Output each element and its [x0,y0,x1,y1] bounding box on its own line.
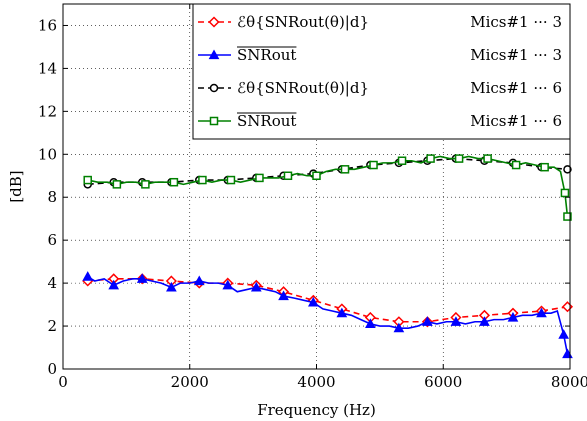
x-tick-label: 8000 [551,373,587,391]
x-tick-label: 0 [58,373,68,391]
data-point [193,275,205,286]
x-tick-label: 4000 [297,373,335,391]
data-point [563,212,572,221]
y-axis-label: [dB] [7,170,25,202]
data-point [83,175,92,185]
data-point [393,322,405,333]
data-point [560,188,570,198]
data-point [536,307,547,318]
data-point [483,154,492,163]
series-layer [82,154,574,359]
legend-mics: Mics#1 ··· 3 [470,46,562,64]
data-point [312,171,321,181]
x-axis-label: Frequency (Hz) [257,401,376,419]
legend-box [192,3,571,140]
legend-mics: Mics#1 ··· 6 [470,79,562,97]
legend-swatch-marker [208,16,220,28]
data-point [369,160,378,170]
data-point [450,316,462,326]
y-tick-label: 10 [38,145,57,163]
data-point [278,290,289,301]
legend-mics: Mics#1 ··· 6 [470,112,562,130]
data-point [255,173,264,183]
data-point [283,171,293,181]
data-point [222,279,234,290]
data-point [141,180,150,189]
y-tick-label: 16 [38,16,57,34]
y-tick-label: 14 [38,59,57,77]
legend: ℰθ{SNRout(θ)|d} Mics#1 ··· 3 SNRout Mics#1 … [192,3,571,140]
data-point [397,156,407,165]
y-tick-label: 8 [47,188,57,206]
y-tick-label: 4 [47,274,57,292]
data-point [336,307,348,318]
data-point [454,154,464,163]
data-point [169,177,179,187]
data-point [563,165,572,174]
data-point [511,160,521,170]
data-point [112,180,122,189]
legend-swatch-marker [208,49,220,60]
y-tick-label: 12 [38,102,57,120]
legend-swatch-marker [209,116,219,126]
data-point [507,311,519,322]
legend-label: SNRout [237,112,296,130]
x-tick-label: 2000 [171,373,209,391]
data-point [340,165,350,174]
legend-mics: Mics#1 ··· 3 [470,13,562,31]
y-tick-label: 6 [47,231,57,249]
data-point [426,154,435,163]
data-point [82,271,94,281]
data-point [108,279,120,290]
legend-label: SNRout [237,46,296,64]
data-point [307,296,319,307]
series-line [87,278,568,323]
series-line [87,275,569,355]
y-tick-label: 0 [47,360,57,378]
y-tick-label: 2 [47,317,57,335]
series-1 [82,271,573,359]
legend-label: ℰθ{SNRout(θ)|d} [237,79,369,97]
legend-swatch-marker [209,83,219,93]
legend-label: ℰθ{SNRout(θ)|d} [237,13,369,31]
data-point [226,175,236,185]
data-point [422,316,433,326]
data-point [540,162,549,172]
data-point [136,273,148,283]
axis-ticks: 0 2000 4000 6000 8000 0 2 4 6 8 10 12 14 16 [38,4,587,391]
data-point [198,175,207,185]
data-point [365,318,376,329]
data-point [558,329,570,339]
x-tick-label: 6000 [424,373,462,391]
data-point [250,281,262,292]
series-3 [83,154,572,221]
data-point [166,281,177,292]
data-point [479,316,490,326]
